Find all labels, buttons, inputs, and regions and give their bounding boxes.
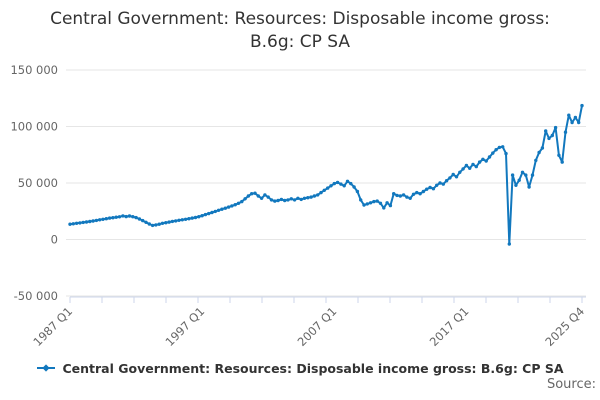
y-tick-label: -50 000	[14, 289, 58, 303]
x-tick-label: 2017 Q1	[427, 304, 472, 349]
x-tick-label: 1987 Q1	[30, 304, 75, 349]
x-tick-label: 1997 Q1	[162, 304, 207, 349]
legend-line-marker-icon	[37, 364, 56, 372]
x-axis-labels: 1987 Q1 1997 Q1 2007 Q1 2017 Q1 2025 Q4	[30, 304, 587, 349]
y-tick-label: 100 000	[10, 120, 58, 134]
x-axis	[69, 296, 586, 303]
y-tick-label: 50 000	[18, 176, 58, 190]
source-label: Source:	[546, 377, 596, 392]
y-axis-labels: 150 000 100 000 50 000 0 -50 000	[10, 63, 58, 303]
gridlines	[66, 69, 586, 297]
x-tick-label: 2007 Q1	[295, 304, 340, 349]
series-markers	[68, 103, 584, 246]
legend-series-label: Central Government: Resources: Disposabl…	[62, 360, 564, 376]
x-tick-label: 2025 Q4	[542, 304, 587, 349]
y-tick-label: 150 000	[10, 63, 58, 77]
y-tick-label: 0	[51, 233, 58, 247]
chart-title: Central Government: Resources: Disposabl…	[50, 9, 550, 53]
legend-item[interactable]: Central Government: Resources: Disposabl…	[0, 360, 600, 376]
